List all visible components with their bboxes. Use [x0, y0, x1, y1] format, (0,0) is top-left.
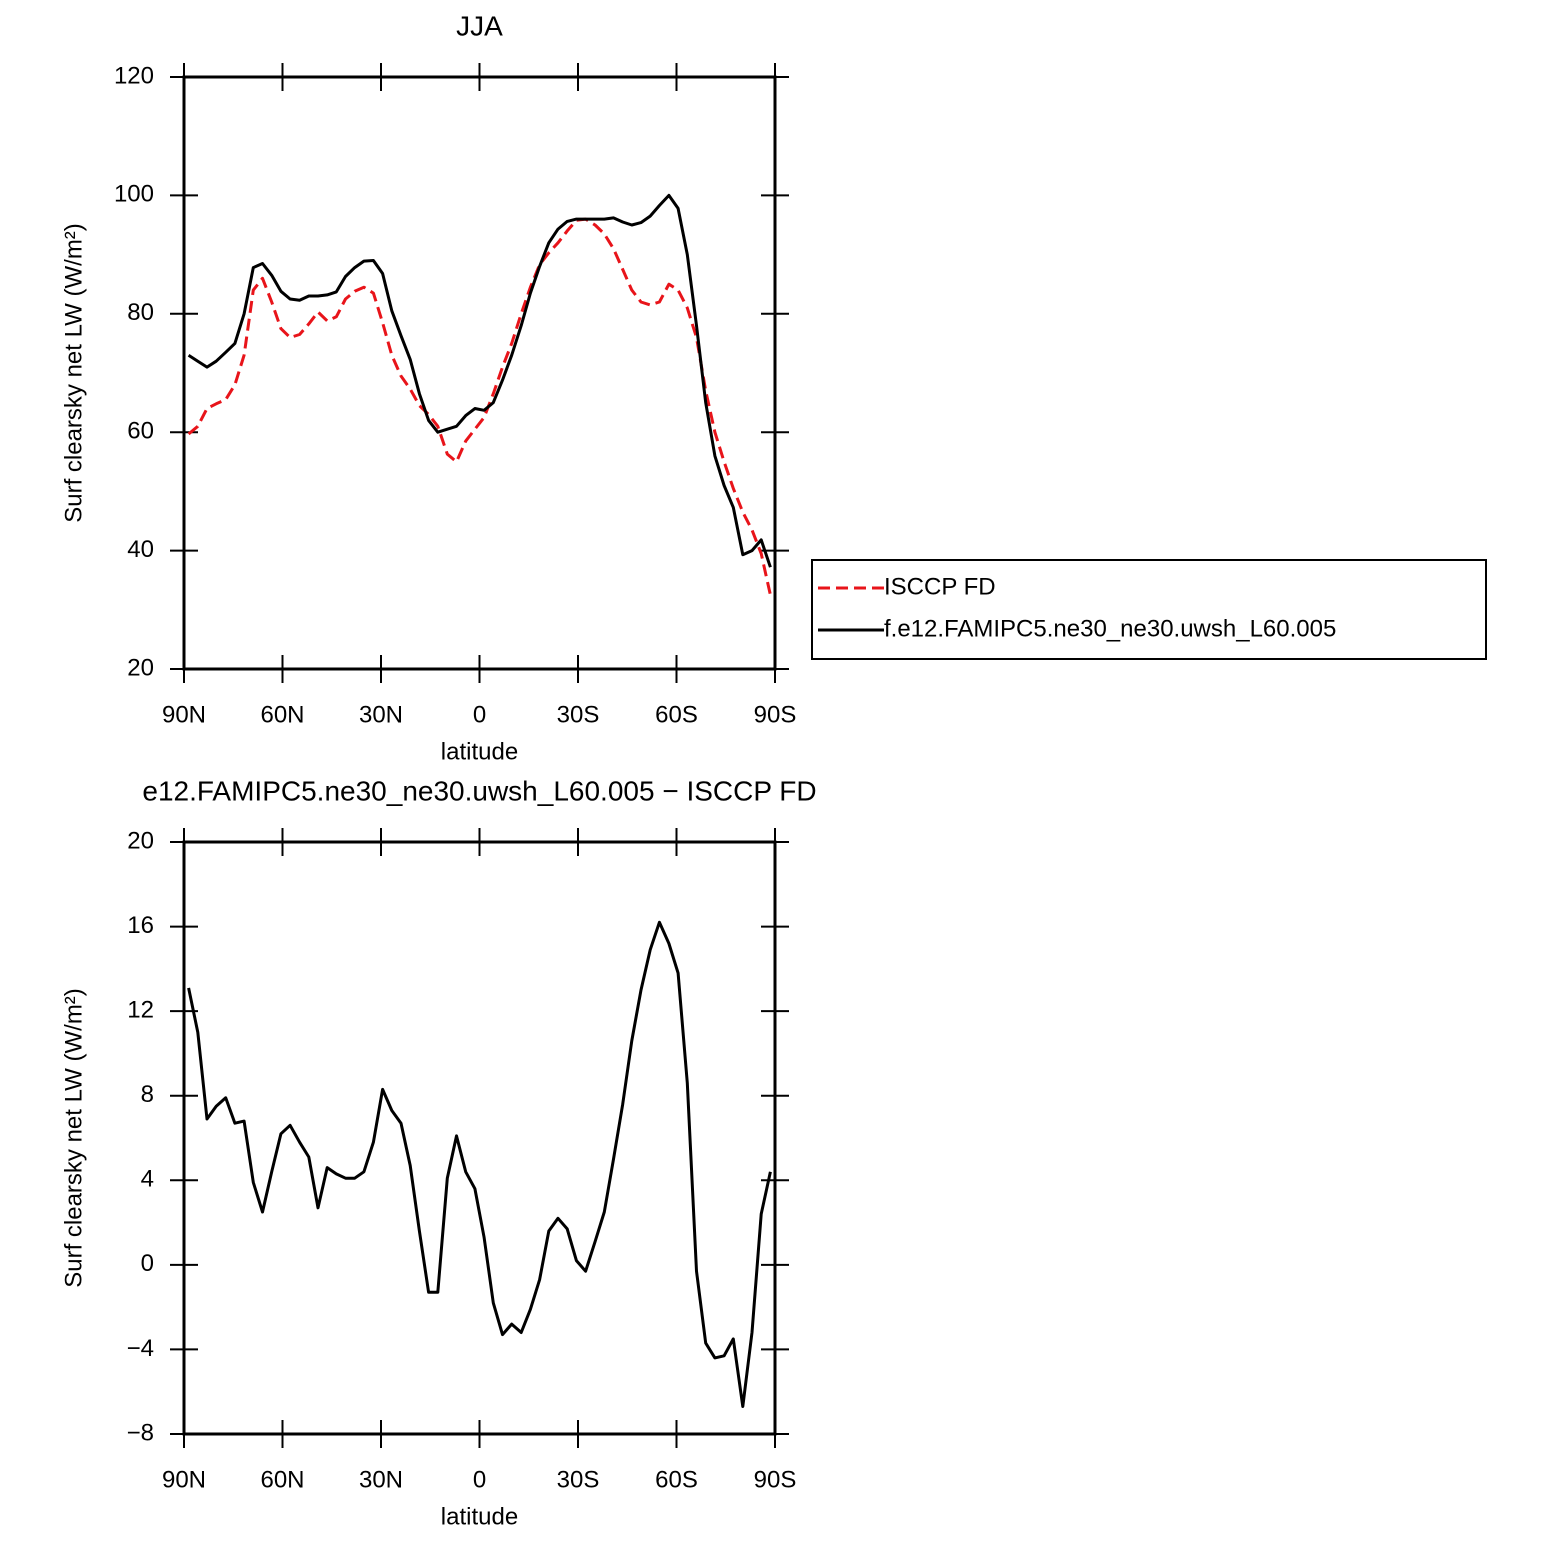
- data-line: [187, 217, 772, 596]
- x-tick-label: 90S: [754, 701, 797, 728]
- y-axis-label: Surf clearsky net LW (W/m²): [60, 223, 87, 523]
- y-tick-label: −4: [127, 1335, 154, 1362]
- x-tick-label: 60S: [655, 701, 698, 728]
- y-tick-label: −8: [127, 1419, 154, 1446]
- y-tick-label: 40: [127, 536, 154, 563]
- plot-frame: [182, 840, 777, 1436]
- y-tick-label: 12: [127, 996, 154, 1023]
- y-tick-label: 80: [127, 299, 154, 326]
- x-tick-label: 30N: [359, 701, 403, 728]
- y-axis-label: Surf clearsky net LW (W/m²): [60, 988, 87, 1288]
- y-tick-label: 4: [141, 1166, 154, 1193]
- x-axis-label: latitude: [441, 1503, 518, 1530]
- y-tick-label: 20: [127, 827, 154, 854]
- legend-label: f.e12.FAMIPC5.ne30_ne30.uwsh_L60.005: [884, 615, 1336, 642]
- plot-frame: [182, 75, 777, 671]
- y-tick-label: 20: [127, 654, 154, 681]
- y-tick-label: 60: [127, 418, 154, 445]
- x-tick-label: 0: [473, 1466, 486, 1493]
- y-tick-label: 120: [114, 62, 154, 89]
- data-line: [187, 920, 772, 1408]
- legend-label: ISCCP FD: [884, 573, 996, 600]
- x-tick-label: 90S: [754, 1466, 797, 1493]
- chart-title: JJA: [456, 10, 503, 41]
- x-tick-label: 30S: [557, 701, 600, 728]
- x-tick-label: 30N: [359, 1466, 403, 1493]
- x-tick-label: 60S: [655, 1466, 698, 1493]
- x-tick-label: 30S: [557, 1466, 600, 1493]
- x-tick-label: 0: [473, 701, 486, 728]
- x-axis-label: latitude: [441, 738, 518, 765]
- x-tick-label: 90N: [162, 701, 206, 728]
- y-tick-label: 8: [141, 1081, 154, 1108]
- x-tick-label: 60N: [260, 1466, 304, 1493]
- data-line: [187, 193, 772, 568]
- y-tick-label: 100: [114, 181, 154, 208]
- y-tick-label: 0: [141, 1250, 154, 1277]
- legend-box: [811, 559, 1487, 660]
- x-tick-label: 90N: [162, 1466, 206, 1493]
- x-tick-label: 60N: [260, 701, 304, 728]
- y-tick-label: 16: [127, 912, 154, 939]
- chart-title: e12.FAMIPC5.ne30_ne30.uwsh_L60.005 − ISC…: [142, 775, 816, 806]
